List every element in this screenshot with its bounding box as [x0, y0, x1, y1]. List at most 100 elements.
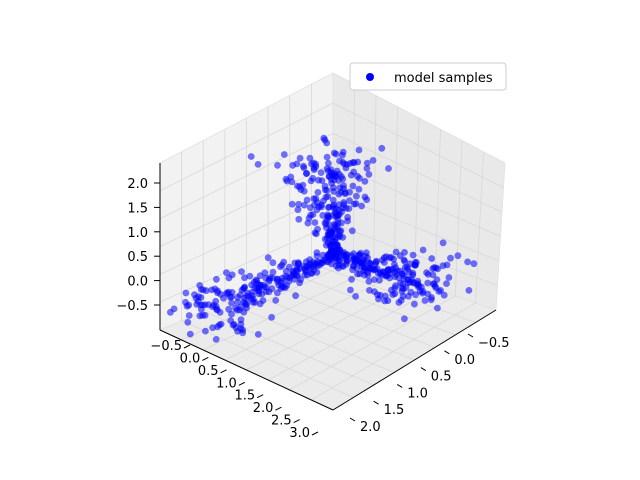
scatter-point	[325, 204, 332, 211]
y-tick-label: −0.5	[478, 336, 510, 351]
scatter-point	[217, 291, 225, 298]
scatter-point	[292, 292, 299, 300]
legend-label: model samples	[394, 71, 493, 86]
scatter-point	[361, 178, 369, 185]
scatter-point	[237, 303, 245, 311]
x-tick-label: 0.0	[180, 351, 201, 366]
scatter-point	[324, 211, 332, 219]
scatter-point	[247, 153, 255, 160]
scatter-point	[339, 175, 347, 183]
scatter-point	[303, 169, 310, 177]
scatter-point	[421, 297, 429, 304]
legend: model samples	[349, 62, 507, 91]
scatter-point	[264, 254, 272, 262]
scatter-point	[325, 173, 333, 180]
y-tick-label: 0.0	[454, 353, 475, 368]
scatter-point	[350, 200, 358, 208]
scatter-point	[269, 268, 277, 276]
scatter-point	[213, 275, 220, 283]
scatter-point	[385, 165, 392, 172]
scatter-point	[439, 239, 447, 247]
scatter-point	[285, 277, 293, 285]
scatter-point	[330, 188, 338, 195]
grid-line	[332, 132, 503, 213]
z-tick-label: 1.5	[127, 201, 148, 216]
scatter-point	[274, 161, 281, 169]
scatter-point	[296, 154, 304, 162]
grid-line	[267, 288, 436, 381]
scatter-point	[303, 196, 311, 204]
scatter-point	[197, 294, 205, 301]
scatter-point	[447, 254, 454, 262]
scatter-point	[409, 269, 417, 277]
scatter-point	[277, 285, 285, 292]
scatter-point	[346, 197, 353, 205]
scatter-point	[327, 243, 335, 251]
scatter-point	[323, 139, 331, 147]
x-tick-label: 1.0	[216, 376, 237, 391]
scatter-point	[225, 305, 233, 313]
scatter-point	[355, 185, 363, 193]
legend-box	[349, 62, 507, 91]
scatter-point	[454, 252, 462, 260]
scatter-point	[212, 303, 220, 311]
z-tick-label: 0.5	[127, 250, 148, 265]
scatter-point	[277, 263, 284, 271]
scatter-point	[334, 220, 342, 227]
scatter-point	[355, 252, 363, 259]
scatter-point	[325, 159, 332, 167]
z-tick-label: 1.0	[127, 226, 148, 241]
scatter-point	[350, 250, 357, 257]
scatter-point	[226, 293, 234, 301]
scatter-point	[323, 187, 331, 194]
z-tick-label: −0.5	[116, 299, 148, 314]
scatter-point	[315, 262, 323, 269]
grid-line	[224, 274, 395, 361]
y-tick-label: 2.0	[360, 420, 381, 435]
scatter-point	[256, 300, 264, 308]
scatter-point	[309, 174, 317, 182]
scatter-point	[363, 165, 371, 172]
scatter-point	[202, 327, 209, 335]
scatter-point	[216, 309, 224, 316]
scatter-point	[348, 275, 355, 283]
scatter-point	[285, 263, 293, 271]
scatter-point	[405, 276, 412, 283]
scatter-point	[211, 285, 219, 293]
scatter-point	[336, 157, 343, 165]
scatter-point	[342, 204, 350, 212]
scatter-point	[434, 265, 442, 273]
x-tick	[220, 369, 227, 374]
y-tick	[349, 417, 356, 422]
scatter-point	[401, 315, 408, 323]
scatter-point	[376, 276, 383, 284]
scatter-point	[337, 188, 345, 196]
y-axis-line	[332, 309, 497, 411]
scatter-point	[197, 286, 205, 293]
y-tick	[373, 400, 379, 405]
scatter-point	[409, 251, 417, 259]
scatter-point	[353, 192, 360, 200]
grid-line	[332, 102, 504, 188]
scatter-point	[434, 304, 441, 312]
x-axis-line	[159, 329, 334, 411]
scatter-point	[310, 195, 318, 203]
scatter-point	[268, 313, 275, 321]
scatter-point	[335, 170, 343, 178]
scatter-point	[300, 164, 308, 172]
grid-line	[159, 163, 334, 247]
scatter-point	[346, 188, 353, 196]
scatter-point	[319, 212, 327, 219]
scatter-point	[335, 201, 343, 209]
scatter-point	[340, 182, 347, 189]
scatter-point	[386, 254, 393, 262]
scatter-point	[337, 227, 345, 235]
x-tick-label: −0.5	[150, 339, 182, 354]
scatter-point	[297, 276, 304, 283]
scatter-point	[339, 263, 347, 270]
scatter-point	[364, 254, 371, 262]
scatter-point	[311, 219, 319, 226]
scatter-point	[269, 259, 277, 267]
scatter-point	[427, 296, 435, 304]
scatter-point	[167, 308, 174, 316]
